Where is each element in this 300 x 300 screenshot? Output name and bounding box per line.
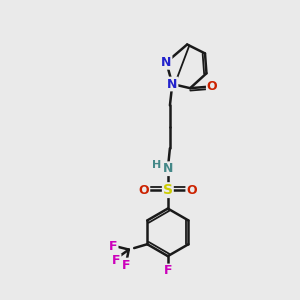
Text: O: O [186,184,197,196]
Text: F: F [112,254,121,267]
Text: O: O [139,184,149,196]
Text: N: N [163,162,173,175]
Text: N: N [167,77,178,91]
Text: F: F [122,259,131,272]
Text: H: H [152,160,161,170]
Text: N: N [161,56,172,69]
Text: O: O [207,80,218,93]
Text: F: F [164,265,172,278]
Text: S: S [163,183,173,197]
Text: F: F [109,240,118,253]
